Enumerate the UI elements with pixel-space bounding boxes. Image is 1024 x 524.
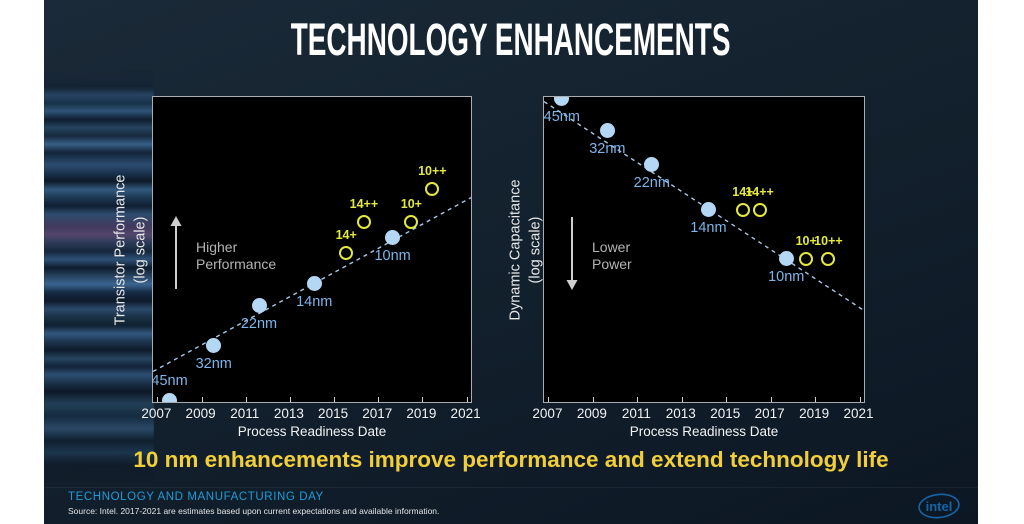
x-tick-label: 2011 (621, 406, 651, 421)
plot-area: Lower Power 45nm 32nm 22nm 14nm 10nm 14+ 14++ 1… (543, 96, 865, 403)
x-tick-mark (245, 397, 247, 402)
enhancement-point-10+ (404, 215, 419, 230)
key-message: 10 nm enhancements improve performance a… (133, 447, 889, 472)
x-tick-mark (201, 397, 203, 402)
data-point-45nm (554, 97, 570, 107)
x-tick-label: 2017 (362, 406, 393, 421)
down-arrow-icon (566, 217, 578, 290)
x-tick-label: 2007 (141, 406, 172, 421)
x-tick-mark (681, 397, 683, 402)
data-point-10nm (385, 229, 401, 245)
x-axis-ticks: 2007 2009 2011 2013 2015 2017 2019 2021 (141, 406, 480, 422)
intel-logo: intel (916, 490, 962, 524)
y-axis-label-line1: Dynamic Capacitance (507, 179, 524, 321)
x-tick-label: 2015 (710, 406, 741, 421)
footer: TECHNOLOGY AND MANUFACTURING DAY Source:… (44, 487, 978, 524)
point-label-10nm: 10nm (768, 269, 805, 286)
point-label-14++: 14++ (349, 197, 379, 212)
data-point-14nm (700, 202, 716, 218)
x-tick-mark (466, 397, 468, 402)
y-axis-label-line2: (log scale) (132, 216, 149, 284)
y-axis-label: Transistor Performance (log scale) (111, 97, 153, 404)
x-tick-mark (289, 397, 291, 402)
x-tick-mark (157, 397, 159, 402)
x-tick-label: 2009 (576, 406, 607, 421)
enhancement-point-10++ (425, 181, 440, 196)
x-tick-label: 2021 (843, 406, 874, 421)
x-tick-mark (378, 397, 380, 402)
annotation-text: Lower Power (592, 239, 632, 272)
point-label-32nm: 32nm (195, 356, 232, 373)
x-tick-label: 2019 (799, 406, 830, 421)
point-label-14++: 14++ (745, 184, 774, 199)
enhancement-point-14+ (735, 202, 750, 217)
x-axis-title: Process Readiness Date (629, 424, 779, 439)
x-tick-label: 2007 (532, 406, 563, 421)
y-axis-label: Dynamic Capacitance (log scale) (506, 97, 548, 404)
x-tick-label: 2015 (318, 406, 349, 421)
x-tick-label: 2013 (665, 406, 696, 421)
enhancement-point-10+ (799, 251, 814, 266)
x-axis-title: Process Readiness Date (237, 424, 387, 439)
x-tick-mark (334, 397, 336, 402)
x-tick-mark (637, 397, 639, 402)
data-point-10nm (778, 251, 794, 267)
svg-text:intel: intel (926, 499, 953, 514)
point-label-14nm: 14nm (296, 293, 333, 310)
point-label-10++: 10++ (814, 233, 843, 248)
x-axis-ticks: 2007 2009 2011 2013 2015 2017 2019 2021 (532, 406, 873, 422)
point-label-10++: 10++ (418, 163, 447, 178)
point-label-22nm: 22nm (633, 174, 670, 191)
enhancement-point-14++ (356, 215, 371, 230)
slide-title: TECHNOLOGY ENHANCEMENTS (44, 16, 978, 64)
point-label-32nm: 32nm (589, 141, 626, 158)
point-label-22nm: 22nm (240, 316, 278, 333)
data-point-32nm (599, 123, 615, 139)
enhancement-point-10++ (821, 251, 836, 266)
enhancement-point-14++ (752, 202, 767, 217)
x-tick-label: 2019 (406, 406, 437, 421)
event-name: TECHNOLOGY AND MANUFACTURING DAY (68, 491, 324, 503)
point-label-10+: 10+ (400, 197, 422, 212)
source-note: Source: Intel. 2017-2021 are estimates b… (68, 506, 440, 516)
x-tick-label: 2011 (230, 406, 260, 421)
data-point-32nm (206, 338, 222, 354)
enhancement-point-14+ (339, 245, 354, 260)
x-tick-label: 2013 (273, 406, 304, 421)
slide: TECHNOLOGY ENHANCEMENTS Transistor Perfo… (44, 0, 978, 524)
point-label-14+: 14+ (732, 184, 754, 199)
data-point-14nm (306, 275, 322, 291)
lower-power-annotation: Lower Power (565, 215, 632, 291)
plot-area: Higher Performance 45nm 32nm 22nm 14nm 10nm 1… (152, 96, 472, 403)
x-tick-mark (422, 397, 424, 402)
x-tick-mark (592, 397, 594, 402)
data-point-22nm (251, 298, 267, 314)
x-tick-label: 2017 (754, 406, 785, 421)
point-label-45nm: 45nm (152, 372, 188, 389)
data-point-22nm (644, 156, 660, 172)
annotation-text: Higher Performance (196, 239, 277, 272)
x-tick-mark (770, 397, 772, 402)
point-label-14+: 14+ (335, 227, 357, 242)
light-streak-texture (44, 70, 154, 482)
x-tick-mark (726, 397, 728, 402)
x-tick-mark (859, 397, 861, 402)
point-label-10+: 10+ (795, 233, 817, 248)
data-point-45nm (162, 392, 178, 402)
intel-logo-icon: intel (918, 493, 960, 519)
up-arrow-icon (170, 216, 182, 289)
point-label-10nm: 10nm (374, 247, 411, 264)
x-tick-mark (815, 397, 817, 402)
point-label-14nm: 14nm (690, 220, 727, 237)
x-tick-label: 2009 (185, 406, 216, 421)
x-tick-mark (548, 397, 550, 402)
x-tick-label: 2021 (450, 406, 481, 421)
slide-title-text: TECHNOLOGY ENHANCEMENTS (291, 14, 731, 65)
higher-performance-annotation: Higher Performance (169, 215, 276, 291)
point-label-45nm: 45nm (543, 109, 580, 126)
y-axis-label-line1: Transistor Performance (112, 174, 129, 326)
